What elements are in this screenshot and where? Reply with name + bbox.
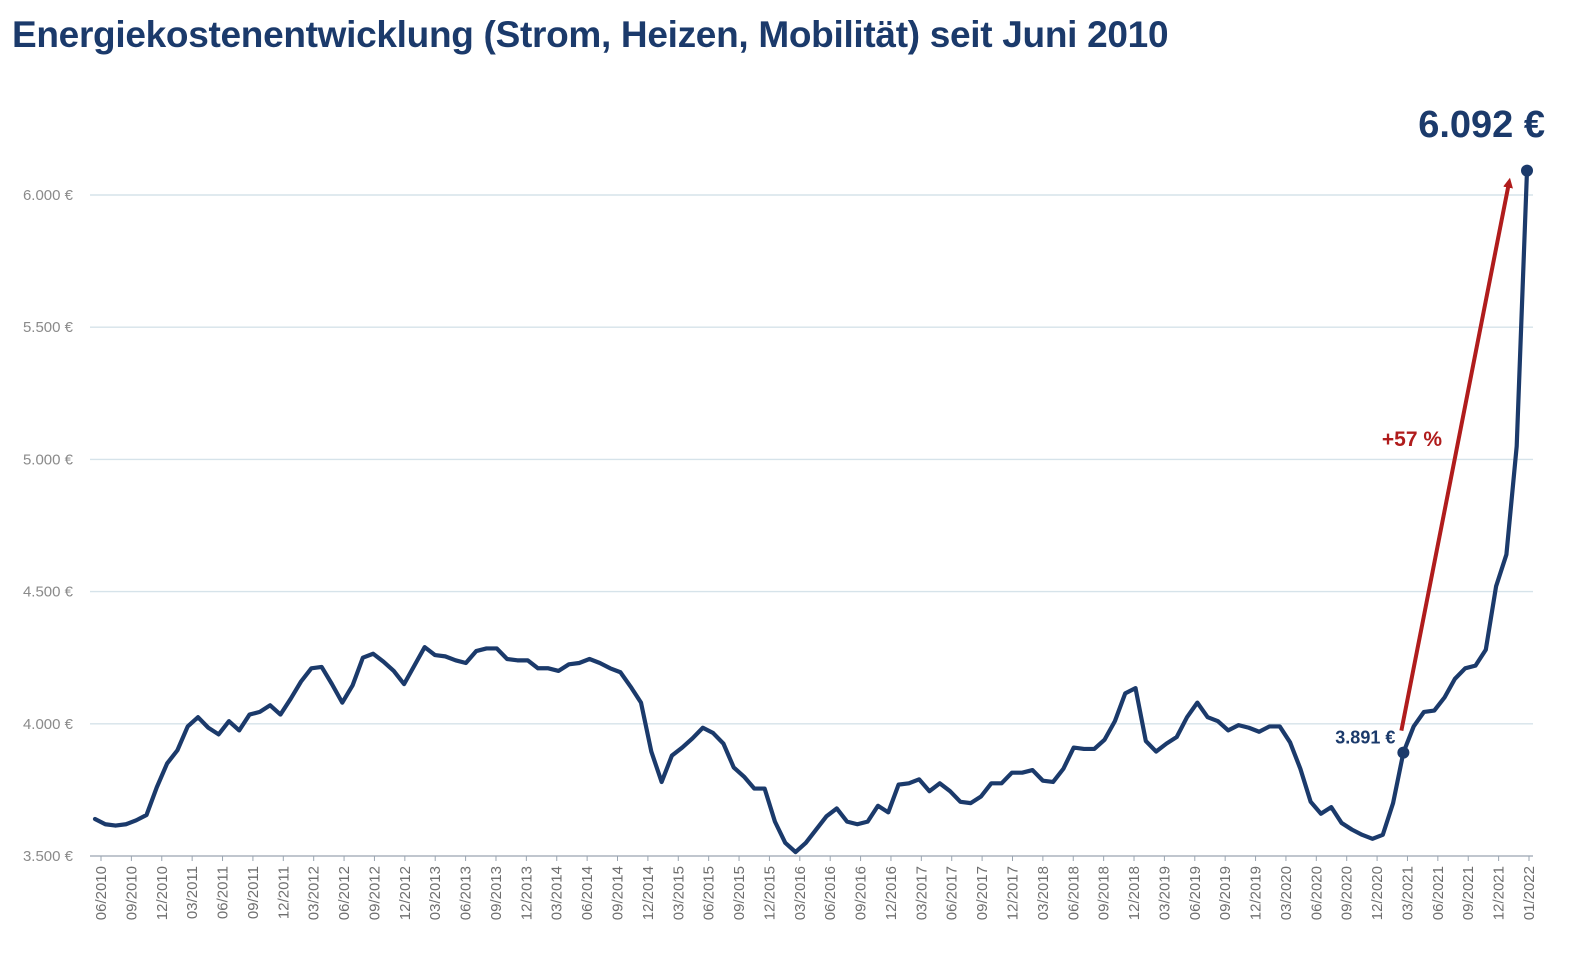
end-value-label: 6.092 € [1418,104,1545,146]
x-tick-label: 03/2020 [1278,866,1295,920]
x-tick-label: 06/2012 [336,866,353,920]
x-axis: 06/2010 09/2010 12/2010 03/2011 06/2011 09/20… [93,856,1538,920]
x-tick-label: 12/2013 [518,866,535,920]
x-tick-label: 09/2018 [1096,866,1113,920]
x-tick-label: 06/2017 [944,866,961,920]
x-tick-label: 03/2011 [184,866,201,919]
x-tick-label: 09/2017 [974,866,991,920]
x-tick-label: 03/2015 [670,866,687,920]
x-tick-label: 06/2019 [1187,866,1204,920]
x-tick-label: 03/2017 [913,866,930,920]
y-tick-label: 4.000 € [23,716,74,733]
x-tick-label: 12/2014 [640,866,657,920]
x-tick-label: 09/2011 [245,866,262,919]
x-tick-label: 12/2021 [1491,866,1508,920]
x-tick-label: 09/2016 [853,866,870,920]
x-tick-label: 12/2015 [761,866,778,920]
x-tick-label: 06/2020 [1308,866,1325,920]
x-tick-label: 06/2016 [822,866,839,920]
x-tick-label: 06/2021 [1430,866,1447,920]
x-tick-label: 03/2018 [1035,866,1052,920]
x-tick-label: 09/2013 [488,866,505,920]
y-tick-label: 5.500 € [23,319,74,336]
start-point [1397,746,1410,759]
x-tick-label: 06/2015 [701,866,718,920]
x-tick-label: 03/2013 [427,866,444,920]
x-tick-label: 03/2019 [1156,866,1173,920]
x-tick-label: 12/2010 [154,866,171,920]
y-tick-label: 4.500 € [23,584,74,601]
y-tick-label: 5.000 € [23,451,74,468]
x-tick-label: 06/2018 [1065,866,1082,920]
x-tick-label: 12/2012 [397,866,414,920]
start-value-label: 3.891 € [1335,728,1395,748]
x-tick-label: 06/2013 [458,866,475,920]
x-tick-label: 12/2020 [1369,866,1386,920]
x-tick-label: 12/2018 [1126,866,1143,920]
x-tick-label: 03/2014 [549,866,566,920]
x-tick-label: 09/2014 [610,866,627,920]
y-axis: 3.500 € 4.000 € 4.500 € 5.000 € 5.500 € 6.000… [23,187,74,865]
x-tick-label: 12/2016 [883,866,900,920]
x-tick-label: 06/2011 [215,866,232,919]
x-tick-label: 03/2012 [306,866,323,920]
x-tick-label: 01/2022 [1521,866,1538,920]
x-tick-label: 12/2017 [1004,866,1021,920]
y-tick-label: 6.000 € [23,187,74,204]
end-point [1521,164,1533,177]
x-tick-label: 09/2010 [123,866,140,920]
series-layer [92,168,1530,855]
x-tick-label: 09/2020 [1339,866,1356,920]
change-percent-label: +57 % [1382,428,1442,451]
grid-layer [90,194,1533,857]
y-tick-label: 3.500 € [23,848,74,865]
x-tick-label: 03/2016 [792,866,809,920]
change-arrow [1399,177,1513,732]
annotation-layer: 3.891 € 6.092 € +57 % [1335,104,1545,759]
series-line [92,168,1530,855]
x-tick-label: 12/2019 [1248,866,1265,920]
x-tick-label: 03/2021 [1399,866,1416,920]
x-tick-label: 09/2019 [1217,866,1234,920]
x-tick-label: 06/2010 [93,866,110,920]
chart-title: Energiekostenentwicklung (Strom, Heizen,… [12,14,1169,55]
x-tick-label: 06/2014 [579,866,596,920]
x-tick-label: 09/2012 [366,866,383,920]
x-tick-label: 09/2015 [731,866,748,920]
x-tick-label: 09/2021 [1460,866,1477,920]
x-tick-label: 12/2011 [275,866,292,919]
